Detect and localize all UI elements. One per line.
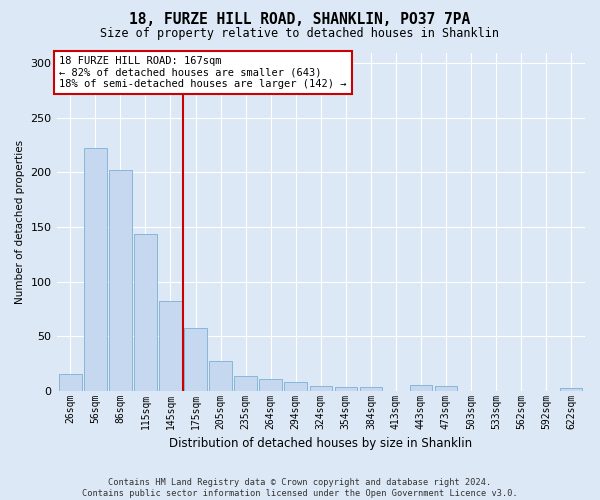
Bar: [109, 170, 131, 390]
Text: 18, FURZE HILL ROAD, SHANKLIN, PO37 7PA: 18, FURZE HILL ROAD, SHANKLIN, PO37 7PA: [130, 12, 470, 28]
Bar: [84, 148, 107, 390]
Text: Contains HM Land Registry data © Crown copyright and database right 2024.
Contai: Contains HM Land Registry data © Crown c…: [82, 478, 518, 498]
Bar: [235, 376, 257, 390]
Bar: [359, 388, 382, 390]
Text: Size of property relative to detached houses in Shanklin: Size of property relative to detached ho…: [101, 28, 499, 40]
Bar: [59, 374, 82, 390]
Bar: [284, 382, 307, 390]
Bar: [209, 361, 232, 390]
Bar: [134, 234, 157, 390]
Bar: [410, 385, 432, 390]
X-axis label: Distribution of detached houses by size in Shanklin: Distribution of detached houses by size …: [169, 437, 472, 450]
Y-axis label: Number of detached properties: Number of detached properties: [15, 140, 25, 304]
Bar: [335, 388, 357, 390]
Text: 18 FURZE HILL ROAD: 167sqm
← 82% of detached houses are smaller (643)
18% of sem: 18 FURZE HILL ROAD: 167sqm ← 82% of deta…: [59, 56, 347, 89]
Bar: [184, 328, 207, 390]
Bar: [560, 388, 583, 390]
Bar: [159, 301, 182, 390]
Bar: [259, 378, 282, 390]
Bar: [435, 386, 457, 390]
Bar: [310, 386, 332, 390]
